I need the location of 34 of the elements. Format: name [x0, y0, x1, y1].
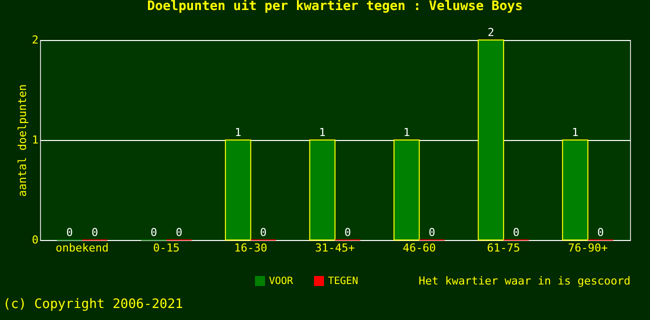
legend-label: TEGEN	[328, 276, 358, 287]
bar	[224, 140, 252, 240]
x-tick-label: 0-15	[153, 242, 180, 254]
y-tick-label: 0	[32, 234, 38, 246]
x-tick-label: 61-75	[487, 242, 520, 254]
data-label: 1	[572, 126, 579, 139]
data-label: 0	[512, 226, 520, 239]
x-axis-title: Het kwartier waar in is gescoord	[418, 274, 630, 288]
data-label: 0	[66, 226, 73, 239]
bar	[309, 140, 336, 240]
text: (c) Copyright 2006-2021	[3, 297, 184, 312]
x-tick-label: onbekend	[56, 242, 109, 254]
legend-label: VOOR	[269, 276, 294, 287]
x-tick-label: 16-30	[234, 242, 268, 254]
y-tick-label: 1	[32, 134, 38, 146]
data-label: 2	[488, 26, 494, 39]
x-tick-label: 46-60	[402, 242, 436, 254]
data-label: 0	[428, 226, 436, 239]
data-label: 0	[344, 226, 351, 239]
data-label: 0	[260, 226, 267, 239]
data-label: 0	[91, 226, 98, 239]
x-tick-label: 31-45+	[315, 242, 356, 254]
data-label: 0	[176, 226, 182, 239]
data-label: 0	[150, 226, 158, 239]
data-label: 0	[597, 226, 604, 239]
bar	[394, 140, 420, 240]
y-axis-title: aantal doelpunten	[16, 84, 29, 197]
y-tick-label: 2	[32, 34, 38, 46]
data-label: 1	[403, 126, 410, 139]
bar	[562, 140, 588, 240]
x-tick-label: 76-90+	[568, 242, 608, 254]
bar	[478, 40, 504, 240]
data-label: 1	[234, 126, 242, 139]
data-label: 1	[319, 126, 326, 139]
